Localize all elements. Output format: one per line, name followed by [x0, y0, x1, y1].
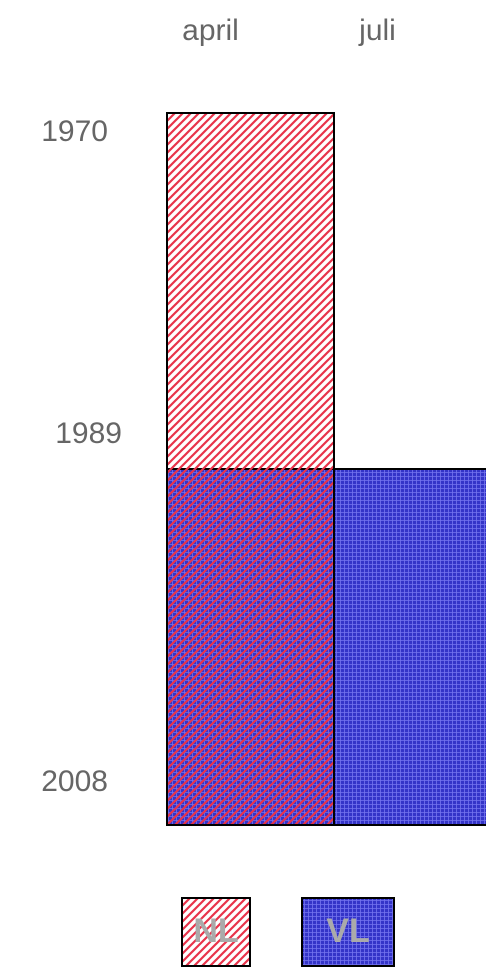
range-bar — [333, 468, 486, 826]
legend-label: NL — [193, 912, 238, 950]
y-tick-label: 1970 — [41, 115, 108, 148]
x-tick-label: juli — [358, 14, 396, 47]
legend-swatch — [301, 897, 395, 967]
y-tick-label: 1989 — [55, 417, 122, 450]
range-bar — [166, 112, 335, 826]
legend-swatch — [181, 897, 251, 967]
y-tick-label: 2008 — [41, 765, 108, 798]
legend-label: VL — [326, 912, 369, 950]
x-tick-label: april — [182, 14, 239, 47]
